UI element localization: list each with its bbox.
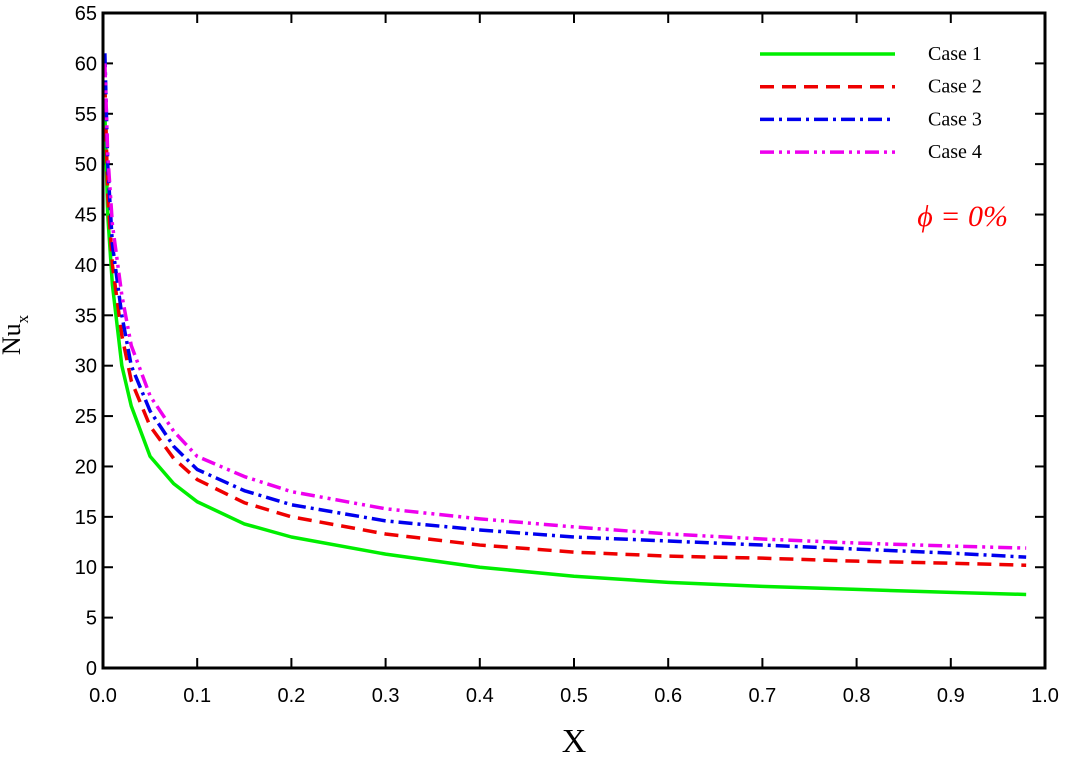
y-tick-label: 10	[75, 557, 97, 579]
x-axis-label: X	[562, 723, 587, 760]
y-tick-label: 55	[75, 104, 97, 126]
y-tick-label: 50	[75, 154, 97, 176]
line-series	[103, 83, 1027, 567]
legend-label: Case 2	[928, 76, 982, 98]
y-tick-label: 35	[75, 305, 97, 327]
annotation: ϕ = 0%	[917, 200, 1008, 233]
line-series	[103, 113, 1027, 597]
line-series	[103, 53, 1027, 559]
y-tick-label: 30	[75, 356, 97, 378]
y-tick-label: 20	[75, 456, 97, 478]
legend-label: Case 1	[928, 43, 982, 65]
y-tick-label: 5	[86, 608, 97, 630]
y-axis-label: Nux	[0, 314, 32, 355]
x-tick-label: 0.9	[937, 685, 965, 707]
x-tick-label: 0.4	[466, 685, 494, 707]
x-tick-label: 0.5	[560, 685, 588, 707]
legend-label: Case 3	[928, 108, 982, 130]
x-tick-label: 0.0	[89, 685, 117, 707]
line-series	[103, 63, 1027, 550]
x-tick-label: 0.6	[654, 685, 682, 707]
y-tick-label: 25	[75, 406, 97, 428]
x-tick-label: 0.7	[748, 685, 776, 707]
y-tick-label: 15	[75, 507, 97, 529]
y-tick-label: 65	[75, 3, 97, 25]
x-tick-label: 1.0	[1031, 685, 1059, 707]
x-tick-label: 0.8	[843, 685, 871, 707]
x-tick-label: 0.3	[372, 685, 400, 707]
y-tick-label: 40	[75, 255, 97, 277]
y-tick-label: 0	[86, 658, 97, 680]
x-tick-label: 0.2	[277, 685, 305, 707]
legend-label: Case 4	[928, 141, 982, 163]
plot-frame	[101, 11, 1047, 670]
y-axis-label-subscript: x	[13, 314, 32, 323]
y-tick-label: 45	[75, 205, 97, 227]
x-tick-label: 0.1	[183, 685, 211, 707]
y-axis-label-main: Nu	[0, 323, 26, 355]
y-tick-label: 60	[75, 53, 97, 75]
